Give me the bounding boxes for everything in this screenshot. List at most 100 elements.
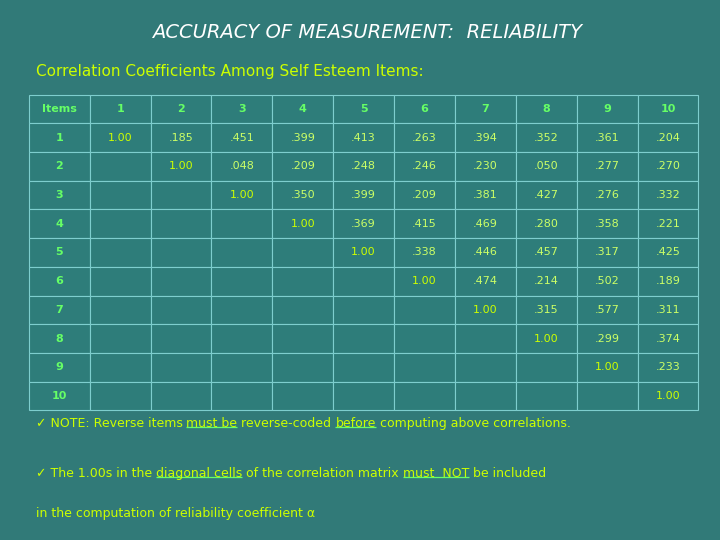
Bar xyxy=(394,123,455,152)
Bar xyxy=(272,324,333,353)
Bar xyxy=(29,238,90,267)
Bar xyxy=(272,94,333,123)
Text: 7: 7 xyxy=(55,305,63,315)
Bar xyxy=(394,210,455,238)
Bar xyxy=(29,210,90,238)
Bar xyxy=(212,238,272,267)
Bar xyxy=(637,267,698,295)
Bar xyxy=(333,152,394,181)
Bar xyxy=(516,295,577,324)
Text: .270: .270 xyxy=(655,161,680,171)
Text: 9: 9 xyxy=(55,362,63,372)
Text: 1.00: 1.00 xyxy=(412,276,437,286)
Text: .263: .263 xyxy=(412,133,437,143)
Text: must be: must be xyxy=(186,417,238,430)
Bar xyxy=(212,295,272,324)
Text: 5: 5 xyxy=(55,247,63,258)
Bar xyxy=(272,382,333,410)
Bar xyxy=(394,267,455,295)
Bar xyxy=(29,181,90,210)
Text: .230: .230 xyxy=(473,161,498,171)
Bar xyxy=(455,324,516,353)
Text: 4: 4 xyxy=(55,219,63,229)
Text: .369: .369 xyxy=(351,219,376,229)
Text: diagonal cells: diagonal cells xyxy=(156,467,242,480)
Bar xyxy=(150,238,212,267)
Bar xyxy=(212,94,272,123)
Bar xyxy=(272,152,333,181)
Text: .280: .280 xyxy=(534,219,559,229)
Text: 1.00: 1.00 xyxy=(534,334,559,343)
Bar xyxy=(150,382,212,410)
Bar xyxy=(212,152,272,181)
Text: 1: 1 xyxy=(116,104,124,114)
Text: 2: 2 xyxy=(55,161,63,171)
Text: ACCURACY OF MEASUREMENT:  RELIABILITY: ACCURACY OF MEASUREMENT: RELIABILITY xyxy=(152,23,582,42)
Text: ✓ The 1.00s in the: ✓ The 1.00s in the xyxy=(35,467,156,480)
Bar xyxy=(29,123,90,152)
Text: computing above correlations.: computing above correlations. xyxy=(376,417,571,430)
Text: 1: 1 xyxy=(55,133,63,143)
Bar xyxy=(577,238,637,267)
Text: 1.00: 1.00 xyxy=(595,362,619,372)
Text: .451: .451 xyxy=(230,133,254,143)
Bar xyxy=(90,382,150,410)
Text: .050: .050 xyxy=(534,161,559,171)
Text: .358: .358 xyxy=(595,219,619,229)
Bar xyxy=(272,295,333,324)
Text: .185: .185 xyxy=(168,133,194,143)
Bar xyxy=(455,267,516,295)
Bar xyxy=(637,353,698,382)
Text: ✓ NOTE: Reverse items: ✓ NOTE: Reverse items xyxy=(35,417,186,430)
Text: 4: 4 xyxy=(299,104,307,114)
Text: must  NOT: must NOT xyxy=(402,467,469,480)
Bar xyxy=(272,238,333,267)
Bar xyxy=(90,238,150,267)
Text: .446: .446 xyxy=(473,247,498,258)
Text: .299: .299 xyxy=(595,334,620,343)
Text: .233: .233 xyxy=(656,362,680,372)
Bar xyxy=(212,181,272,210)
Bar xyxy=(516,382,577,410)
Bar xyxy=(516,123,577,152)
Text: .209: .209 xyxy=(290,161,315,171)
Text: .204: .204 xyxy=(655,133,680,143)
Text: .276: .276 xyxy=(595,190,619,200)
Bar xyxy=(455,238,516,267)
Bar xyxy=(29,94,90,123)
Text: 7: 7 xyxy=(482,104,489,114)
Bar xyxy=(455,181,516,210)
Bar xyxy=(272,353,333,382)
Bar xyxy=(577,382,637,410)
Bar xyxy=(577,181,637,210)
Bar xyxy=(455,382,516,410)
Bar xyxy=(516,267,577,295)
Text: .399: .399 xyxy=(351,190,376,200)
Text: .399: .399 xyxy=(290,133,315,143)
Text: 3: 3 xyxy=(55,190,63,200)
Text: Correlation Coefficients Among Self Esteem Items:: Correlation Coefficients Among Self Este… xyxy=(35,64,423,79)
Text: 1.00: 1.00 xyxy=(351,247,376,258)
Bar xyxy=(90,210,150,238)
Bar xyxy=(516,94,577,123)
Bar xyxy=(90,123,150,152)
Bar xyxy=(577,324,637,353)
Bar xyxy=(333,210,394,238)
Text: .311: .311 xyxy=(656,305,680,315)
Text: of the correlation matrix: of the correlation matrix xyxy=(242,467,402,480)
Bar xyxy=(394,295,455,324)
Bar xyxy=(637,324,698,353)
Bar xyxy=(150,152,212,181)
Text: .427: .427 xyxy=(534,190,559,200)
Bar xyxy=(516,152,577,181)
Bar xyxy=(394,382,455,410)
Bar xyxy=(29,295,90,324)
Text: 10: 10 xyxy=(660,104,675,114)
Bar xyxy=(29,267,90,295)
Text: .248: .248 xyxy=(351,161,376,171)
Bar xyxy=(150,324,212,353)
Text: .381: .381 xyxy=(473,190,498,200)
Text: reverse-coded: reverse-coded xyxy=(238,417,336,430)
Text: 5: 5 xyxy=(360,104,367,114)
Bar xyxy=(394,324,455,353)
